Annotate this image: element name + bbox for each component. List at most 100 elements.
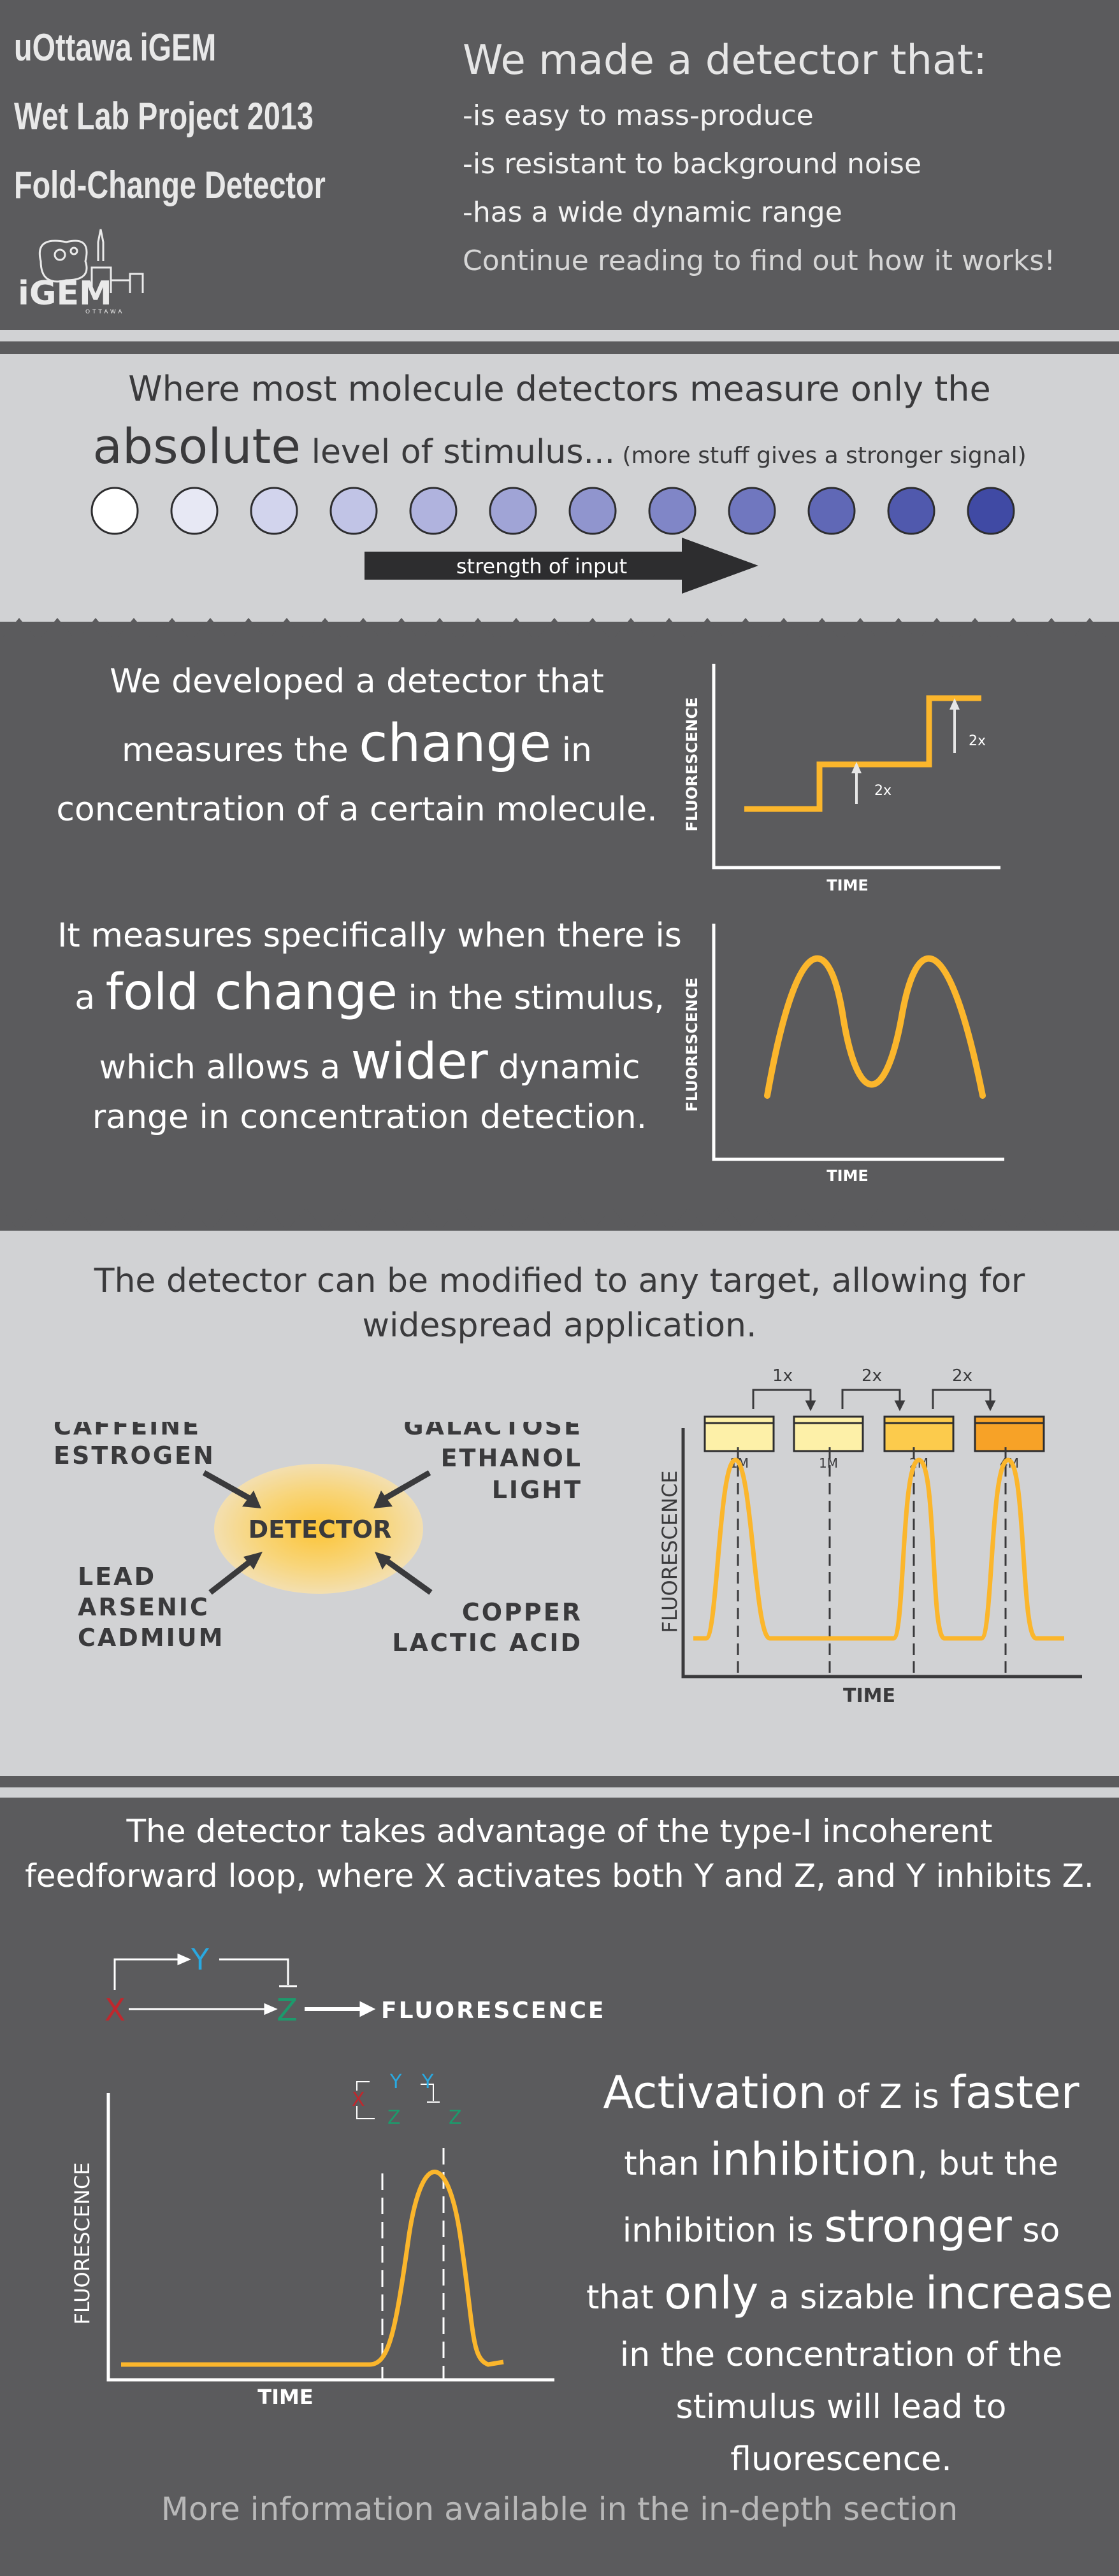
divider: [0, 330, 1119, 341]
targets-heading-1: The detector can be modified to any targ…: [94, 1262, 1025, 1300]
change-post: in: [551, 731, 592, 769]
absolute-aside: (more stuff gives a stronger signal): [615, 443, 1027, 469]
change-line-2: measures the change in: [51, 707, 663, 787]
intro-cta: Continue reading to find out how it work…: [463, 245, 1055, 277]
beaker-label: 1M: [819, 1456, 838, 1471]
explanation-line: in the concentration of the: [586, 2333, 1096, 2385]
target-label: LIGHT: [492, 1476, 582, 1504]
emphasis-word: Activation: [603, 2066, 827, 2119]
fold-big: fold change: [105, 964, 398, 1021]
loop-explanation: Activation of Z is faster than inhibition…: [586, 2065, 1113, 2489]
targets-heading-2: widespread application.: [362, 1306, 757, 1345]
fold-label: 2x: [952, 1366, 972, 1385]
intensity-circle: [568, 487, 617, 535]
beaker: [883, 1415, 955, 1452]
intensity-circle: [409, 487, 458, 535]
target-label: CADMIUM: [78, 1624, 224, 1652]
graph-node-y: Y: [389, 2071, 402, 2093]
node-z: Z: [277, 1993, 298, 2028]
plain-text: fluorescence.: [730, 2440, 952, 2479]
wider-post: dynamic: [487, 1048, 640, 1087]
targets-heading: The detector can be modified to any targ…: [0, 1259, 1119, 1348]
target-label: LACTIC ACID: [392, 1629, 582, 1657]
intensity-circle: [489, 487, 537, 535]
graph-node-x: X: [352, 2089, 365, 2111]
explanation-line: stimulus will lead to: [586, 2385, 1096, 2437]
change-text: We developed a detector that measures th…: [51, 656, 663, 832]
absolute-section: Where most molecule detectors measure on…: [0, 354, 1119, 622]
intro-point: -has a wide dynamic range: [463, 196, 842, 229]
fold-post: in the stimulus,: [397, 979, 665, 1017]
graph-node-y: Y: [421, 2071, 434, 2093]
x-axis-label: TIME: [827, 1167, 869, 1185]
output-label: FLUORESCENCE: [381, 1998, 605, 2024]
intensity-circle: [887, 487, 935, 535]
x-axis-label: TIME: [843, 1685, 895, 1707]
change-big: change: [359, 713, 552, 774]
emphasis-word: increase: [925, 2267, 1113, 2319]
fold-line-1: It measures specifically when there is: [57, 917, 682, 955]
target-label: GALACTOSE: [403, 1422, 582, 1440]
intensity-circle: [90, 487, 139, 535]
emphasis-word: inhibition: [709, 2133, 918, 2186]
intensity-circle: [329, 487, 378, 535]
plain-text: of Z is: [826, 2078, 950, 2116]
absolute-rest: level of stimulus...: [301, 433, 616, 471]
detector-glow: [214, 1464, 423, 1594]
emphasis-word: stronger: [824, 2200, 1012, 2252]
explanation-line: Activation of Z is faster: [586, 2065, 1096, 2132]
beaker: [793, 1415, 864, 1452]
y-axis-label: FLUORESCENCE: [658, 1470, 682, 1633]
detector-diagram: DETECTOR CAFFEINE ESTROGEN GALACTOSE ETH…: [54, 1422, 582, 1657]
graph-node-z: Z: [387, 2107, 401, 2129]
x-axis-label: TIME: [257, 2385, 313, 2409]
fold-pre: a: [75, 979, 106, 1017]
step-graph: 2x 2x FLUORESCENCE TIME: [683, 664, 1000, 894]
plain-text: inhibition is: [622, 2212, 825, 2250]
pulse-graph: X Y Z Y Z FLUORESCENCE TIME: [70, 2071, 554, 2409]
change-line-3: concentration of a certain molecule.: [56, 791, 658, 829]
absolute-big-word: absolute: [92, 418, 301, 475]
emphasis-word: faster: [949, 2066, 1079, 2119]
oscillation-curve: [764, 955, 986, 1099]
loop-section: The detector takes advantage of the type…: [0, 1798, 1119, 2576]
fold-line-2: a fold change in the stimulus,: [38, 959, 701, 1031]
title-line-1: uOttawa iGEM: [14, 26, 217, 69]
targets-section: The detector can be modified to any targ…: [0, 1231, 1119, 1776]
explanation-line: that only a sizable increase: [586, 2266, 1113, 2333]
intro-block: We made a detector that: -is easy to mas…: [463, 33, 1100, 285]
x-axis-label: TIME: [827, 877, 869, 894]
intensity-circle: [250, 487, 298, 535]
y-axis-label: FLUORESCENCE: [683, 698, 701, 832]
project-title: uOttawa iGEM Wet Lab Project 2013 Fold-C…: [14, 10, 422, 223]
plain-text: stimulus will lead to: [675, 2388, 1007, 2426]
explanation-line: than inhibition, but the: [586, 2132, 1096, 2199]
title-line-3: Fold-Change Detector: [14, 164, 326, 206]
intensity-circle: [807, 487, 856, 535]
target-label: ARSENIC: [78, 1593, 210, 1621]
node-x: X: [105, 1993, 126, 2028]
beaker-graph: 1x 2x 2x 1M 1M 2M 4M FLUORESCENCE TIME: [658, 1366, 1082, 1707]
intensity-circles: strength of input: [90, 487, 1015, 594]
fold-line-3: which allows a wider dynamic: [38, 1031, 701, 1098]
igem-logo: iGEM OTTAWA: [15, 223, 168, 318]
y-axis-label: FLUORESCENCE: [683, 978, 701, 1112]
zigzag-top: [0, 618, 1119, 641]
activation-curve: [121, 2170, 504, 2367]
change-line-1: We developed a detector that: [110, 662, 604, 701]
y-axis-label: FLUORESCENCE: [70, 2162, 94, 2324]
detector-label: DETECTOR: [249, 1515, 392, 1543]
logo-letters: iGEM: [18, 275, 112, 313]
explanation-line: fluorescence.: [586, 2437, 1096, 2489]
loop-heading: The detector takes advantage of the type…: [0, 1809, 1119, 1898]
target-label: LEAD: [78, 1563, 156, 1591]
fold-label: 2x: [862, 1366, 882, 1385]
absolute-line-1: Where most molecule detectors measure on…: [128, 369, 991, 409]
target-label: ESTROGEN: [54, 1442, 215, 1470]
target-label: COPPER: [462, 1598, 582, 1626]
intro-heading: We made a detector that:: [463, 37, 987, 84]
divider: [0, 1787, 1119, 1798]
plain-text: a sizable: [758, 2279, 925, 2317]
intensity-circle: [728, 487, 776, 535]
zigzag-bottom: [0, 1208, 1119, 1231]
